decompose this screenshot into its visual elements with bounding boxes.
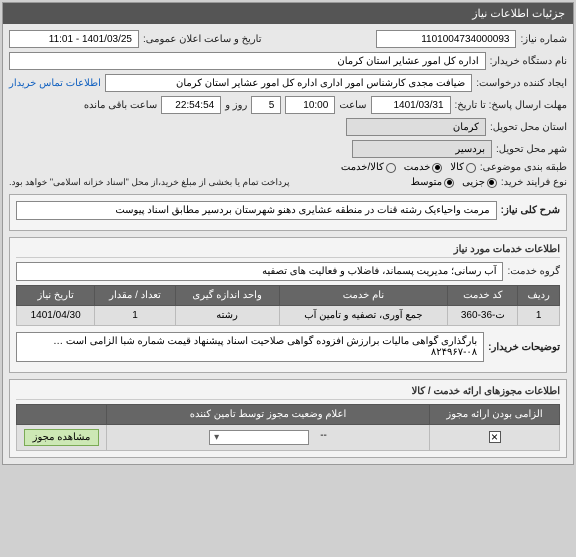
panel-title: جزئیات اطلاعات نیاز: [472, 8, 565, 20]
radio-item-motavaset[interactable]: متوسط: [411, 177, 454, 188]
th-code: کد خدمت: [448, 286, 518, 306]
row-buyer: نام دستگاه خریدار: اداره کل امور عشایر ا…: [9, 52, 567, 70]
td-elzami: [430, 425, 560, 451]
deadline-label: مهلت ارسال پاسخ: تا تاریخ:: [455, 100, 567, 111]
group-label: گروه خدمت:: [507, 266, 560, 277]
panel-body: شماره نیاز: 1101004734000093 تاریخ و ساع…: [3, 24, 573, 464]
radio-icon: [444, 178, 454, 188]
sharh-title: شرح کلی نیاز:: [501, 205, 560, 216]
purchase-type-label: نوع فرایند خرید:: [501, 177, 567, 188]
row-purchase-type: نوع فرایند خرید: جزیی متوسط پرداخت تمام …: [9, 177, 567, 188]
city-label: شهر محل تحویل:: [496, 144, 567, 155]
city-field: بردسیر: [352, 140, 492, 158]
radio-icon: [466, 163, 476, 173]
radio-icon: [386, 163, 396, 173]
buyer-org-label: نام دستگاه خریدار:: [490, 56, 567, 67]
table-row: 1 ت-36-360 جمع آوری، تصفیه و تامین آب رش…: [17, 306, 560, 326]
sharh-row: شرح کلی نیاز: مرمت واحیاءیک رشته قنات در…: [16, 201, 560, 220]
subject-type-label: طبقه بندی موضوعی:: [480, 162, 567, 173]
th-radif: ردیف: [518, 286, 560, 306]
mojavez-row: -- مشاهده مجوز: [17, 425, 560, 451]
th-name: نام خدمت: [279, 286, 448, 306]
th-unit: واحد اندازه گیری: [175, 286, 279, 306]
dash-text: --: [320, 430, 327, 441]
radio-kala-label: کالا: [450, 162, 464, 173]
khadamat-header: اطلاعات خدمات مورد نیاز: [16, 244, 560, 258]
td-unit: رشته: [175, 306, 279, 326]
table-header-row: ردیف کد خدمت نام خدمت واحد اندازه گیری ت…: [17, 286, 560, 306]
time-label-1: ساعت: [339, 100, 366, 111]
buyer-note-text: بارگذاری گواهی مالیات برارزش افزوده گواه…: [16, 332, 484, 362]
th-vaziat: اعلام وضعیت مجوز توسط تامین کننده: [107, 405, 430, 425]
panel-header: جزئیات اطلاعات نیاز: [3, 3, 573, 24]
row-subject-type: طبقه بندی موضوعی: کالا خدمت کالا/خدمت: [9, 162, 567, 173]
td-action: مشاهده مجوز: [17, 425, 107, 451]
province-label: استان محل تحویل:: [490, 122, 567, 133]
days-label: روز و: [225, 100, 247, 111]
radio-icon: [432, 163, 442, 173]
mojavez-table: الزامی بودن ارائه مجوز اعلام وضعیت مجوز …: [16, 404, 560, 451]
radio-both-label: کالا/خدمت: [341, 162, 384, 173]
sharh-text: مرمت واحیاءیک رشته قنات در منطقه عشایری …: [16, 201, 497, 220]
td-code: ت-36-360: [448, 306, 518, 326]
main-panel: جزئیات اطلاعات نیاز شماره نیاز: 11010047…: [2, 2, 574, 465]
radio-item-kala[interactable]: کالا: [450, 162, 476, 173]
td-qty: 1: [95, 306, 175, 326]
khadamat-table: ردیف کد خدمت نام خدمت واحد اندازه گیری ت…: [16, 285, 560, 326]
buyer-note-row: توضیحات خریدار: بارگذاری گواهی مالیات بر…: [16, 332, 560, 362]
purchase-radio-group: جزیی متوسط: [411, 177, 497, 188]
requester-label: ایجاد کننده درخواست:: [476, 78, 567, 89]
td-name: جمع آوری، تصفیه و تامین آب: [279, 306, 448, 326]
radio-item-khadmat[interactable]: خدمت: [404, 162, 443, 173]
sharh-panel: شرح کلی نیاز: مرمت واحیاءیک رشته قنات در…: [9, 194, 567, 231]
mojavez-panel: اطلاعات مجوزهای ارائه خدمت / کالا الزامی…: [9, 379, 567, 458]
th-qty: تعداد / مقدار: [95, 286, 175, 306]
remaining-label: ساعت باقی مانده: [84, 100, 157, 111]
mojavez-header: اطلاعات مجوزهای ارائه خدمت / کالا: [16, 386, 560, 400]
mojavez-header-row: الزامی بودن ارائه مجوز اعلام وضعیت مجوز …: [17, 405, 560, 425]
view-permit-button[interactable]: مشاهده مجوز: [24, 429, 100, 446]
announce-date-label: تاریخ و ساعت اعلان عمومی:: [143, 34, 262, 45]
th-action: [17, 405, 107, 425]
radio-icon: [487, 178, 497, 188]
days-field: 5: [251, 96, 281, 114]
td-radif: 1: [518, 306, 560, 326]
td-date: 1401/04/30: [17, 306, 95, 326]
deadline-date-field: 1401/03/31: [371, 96, 451, 114]
row-niaz: شماره نیاز: 1101004734000093 تاریخ و ساع…: [9, 30, 567, 48]
th-elzami: الزامی بودن ارائه مجوز: [430, 405, 560, 425]
khadamat-panel: اطلاعات خدمات مورد نیاز گروه خدمت: آب رس…: [9, 237, 567, 373]
radio-motavaset-label: متوسط: [411, 177, 442, 188]
buyer-note-label: توضیحات خریدار:: [488, 342, 560, 353]
group-value: آب رسانی؛ مدیریت پسماند، فاضلاب و فعالیت…: [16, 262, 503, 281]
niaz-number-label: شماره نیاز:: [520, 34, 567, 45]
row-deadline: مهلت ارسال پاسخ: تا تاریخ: 1401/03/31 سا…: [9, 96, 567, 114]
th-date: تاریخ نیاز: [17, 286, 95, 306]
requester-field: ضیافت مجدی کارشناس امور اداری اداره کل ا…: [105, 74, 472, 92]
buyer-org-field: اداره کل امور عشایر استان کرمان: [9, 52, 486, 70]
status-dropdown[interactable]: [209, 430, 309, 445]
row-city: شهر محل تحویل: بردسیر: [9, 140, 567, 158]
province-field: کرمان: [346, 118, 486, 136]
row-requester: ایجاد کننده درخواست: ضیافت مجدی کارشناس …: [9, 74, 567, 92]
row-province: استان محل تحویل: کرمان: [9, 118, 567, 136]
contact-link[interactable]: اطلاعات تماس خریدار: [9, 78, 101, 89]
announce-date-field: 1401/03/25 - 11:01: [9, 30, 139, 48]
group-row: گروه خدمت: آب رسانی؛ مدیریت پسماند، فاضل…: [16, 262, 560, 281]
subject-radio-group: کالا خدمت کالا/خدمت: [341, 162, 476, 173]
radio-item-jozi[interactable]: جزیی: [462, 177, 497, 188]
radio-khadmat-label: خدمت: [404, 162, 431, 173]
checkbox-icon[interactable]: [489, 431, 501, 443]
payment-note: پرداخت تمام یا بخشی از مبلغ خرید،از محل …: [9, 177, 289, 188]
radio-item-both[interactable]: کالا/خدمت: [341, 162, 396, 173]
radio-jozi-label: جزیی: [462, 177, 485, 188]
niaz-number-field: 1101004734000093: [376, 30, 516, 48]
remaining-time-field: 22:54:54: [161, 96, 221, 114]
deadline-time-field: 10:00: [285, 96, 335, 114]
td-vaziat: --: [107, 425, 430, 451]
